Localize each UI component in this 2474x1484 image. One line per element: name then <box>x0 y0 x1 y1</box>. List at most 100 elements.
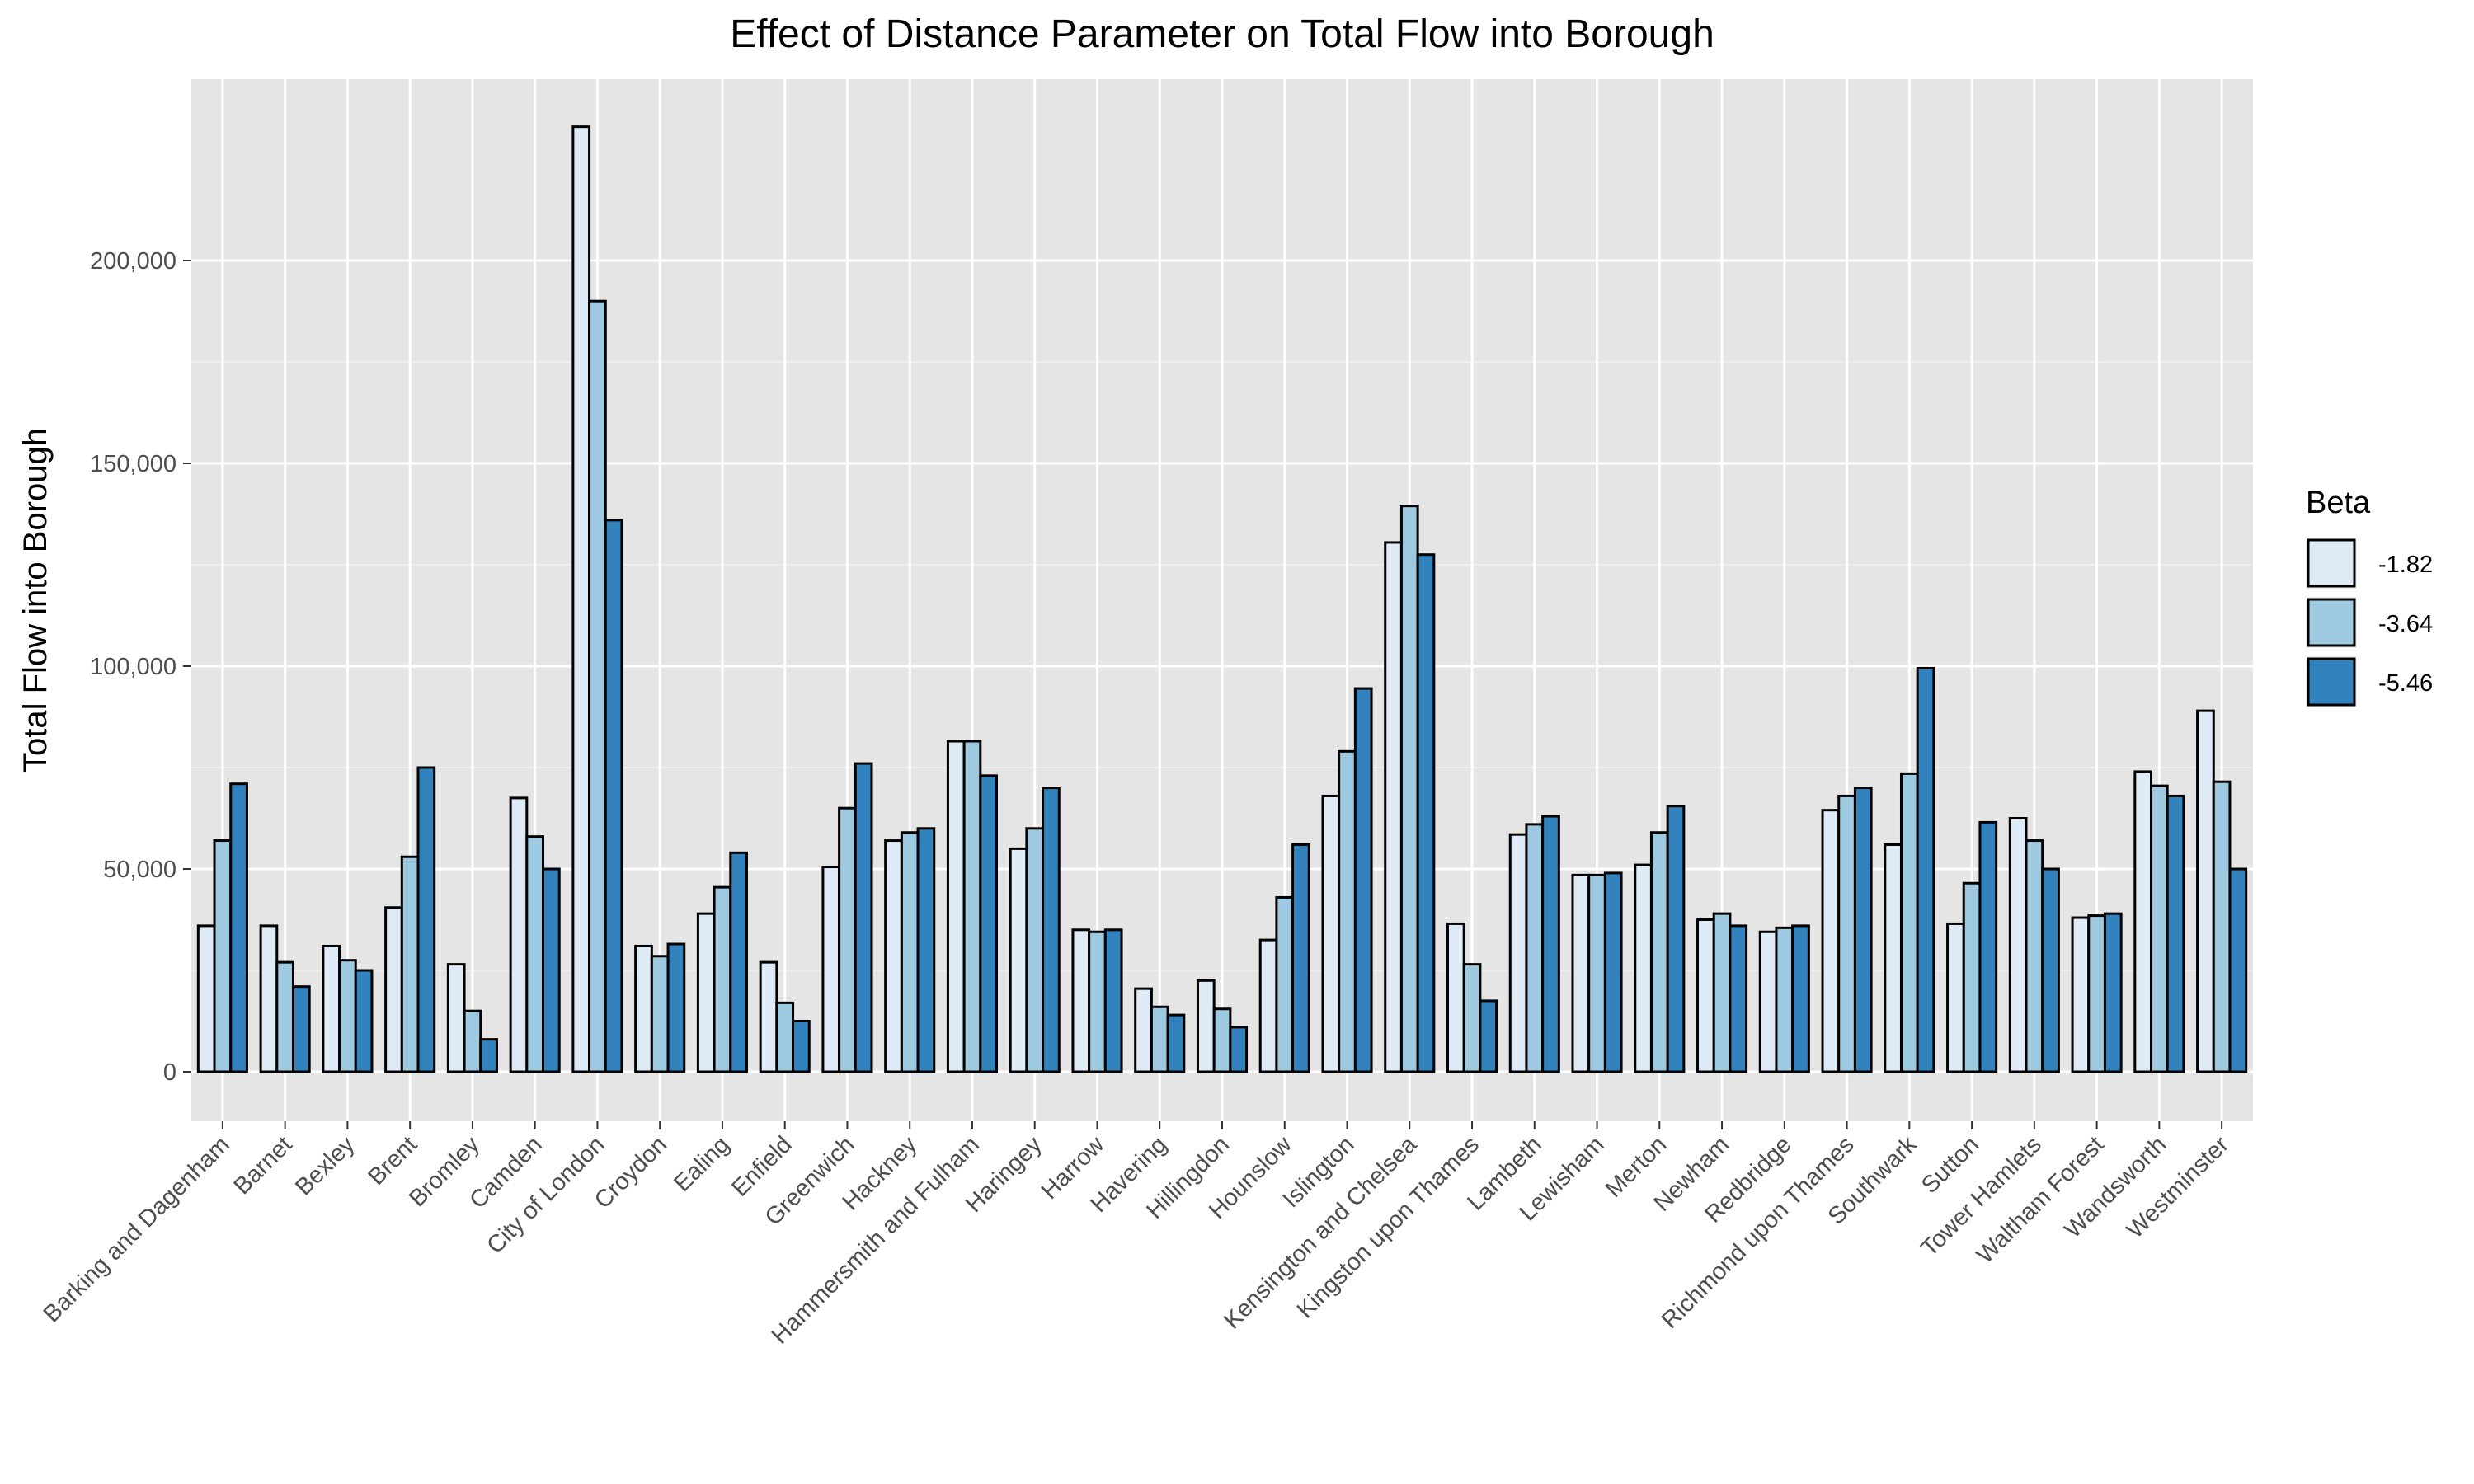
y-axis-title: Total Flow into Borough <box>17 428 54 773</box>
bar-group: Bromley (-1.82): 26500Bromley (-3.64): 1… <box>446 963 498 1073</box>
bar: Havering (-1.82): 20500 <box>1134 987 1153 1073</box>
x-tick-label: Ealing <box>669 1131 735 1197</box>
bar: Brent (-3.64): 53000 <box>400 855 420 1073</box>
bar: Greenwich (-5.46): 76000 <box>854 762 873 1073</box>
bar-group: Havering (-1.82): 20500Havering (-3.64):… <box>1134 987 1186 1073</box>
bar: Hounslow (-3.64): 43000 <box>1275 895 1295 1073</box>
bar: Croydon (-1.82): 31000 <box>634 944 653 1073</box>
bar: Hounslow (-5.46): 56000 <box>1291 843 1310 1073</box>
bar-group: Greenwich (-1.82): 50500Greenwich (-3.64… <box>821 762 873 1073</box>
bar: Bexley (-1.82): 31000 <box>322 944 341 1073</box>
bar-group: Hackney (-1.82): 57000Hackney (-3.64): 5… <box>884 827 936 1073</box>
bar: City of London (-3.64): 190000 <box>588 299 607 1073</box>
bar: Greenwich (-1.82): 50500 <box>821 866 841 1073</box>
y-tick-label: 50,000 <box>103 857 176 883</box>
bar: Westminster (-3.64): 71500 <box>2212 780 2232 1073</box>
y-axis: 0 50,000 100,000 150,000 200,000 <box>90 248 191 1086</box>
bar: Waltham Forest (-5.46): 39000 <box>2103 912 2123 1073</box>
bar-group: Kensington and Chelsea (-1.82): 130500 Ke… <box>1384 505 1436 1073</box>
bar: Harrow (-3.64): 34500 <box>1088 930 1107 1073</box>
bar: Camden (-5.46): 50000 <box>542 867 561 1073</box>
bar: Merton (-1.82): 51000 <box>1634 863 1653 1073</box>
bar: Camden (-1.82): 67500 <box>509 796 529 1073</box>
bar: Redbridge (-1.82): 34500 <box>1758 930 1778 1073</box>
bar-group: Camden (-1.82): 67500Camden (-3.64): 580… <box>509 796 561 1073</box>
bar: Havering (-3.64): 16000 <box>1150 1005 1169 1073</box>
bar: Waltham Forest (-1.82): 38000 <box>2071 916 2091 1073</box>
bar: Merton (-5.46): 65500 <box>1666 805 1686 1073</box>
bar-group: Newham (-1.82): 37500Newham (-3.64): 390… <box>1696 912 1748 1073</box>
x-tick-label: Bexley <box>290 1131 360 1201</box>
y-tick-label: 0 <box>163 1059 176 1086</box>
bar: Hammersmith and Fulham (-3.64): 81500 <box>962 740 982 1073</box>
bar: Richmond upon Thames (-1.82): 64500 <box>1821 809 1841 1073</box>
bar: Hammersmith and Fulham (-1.82): 81500 <box>946 740 966 1073</box>
bar: Islington (-3.64): 79000 <box>1338 749 1357 1073</box>
bar: Sutton (-3.64): 46500 <box>1962 881 1982 1073</box>
bar: Harrow (-5.46): 35000 <box>1103 928 1123 1073</box>
bar: Haringey (-1.82): 55000 <box>1009 847 1028 1073</box>
bar: Harrow (-1.82): 35000 <box>1071 928 1091 1073</box>
bar: Havering (-5.46): 14000 <box>1166 1013 1186 1073</box>
bar: Bexley (-3.64): 27500 <box>338 959 357 1073</box>
bar-group: Sutton (-1.82): 36500Sutton (-3.64): 465… <box>1946 820 1998 1073</box>
bar: Kensington and Chelsea (-5.46): 127500 <box>1416 553 1436 1073</box>
x-tick-label: Barking and Dagenham <box>39 1131 235 1327</box>
bar: Barnet (-1.82): 36000 <box>259 924 279 1073</box>
bar: Wandsworth (-3.64): 70500 <box>2150 784 2169 1073</box>
bar: Redbridge (-3.64): 35500 <box>1775 926 1794 1073</box>
bar-group: Enfield (-1.82): 27000Enfield (-3.64): 1… <box>759 960 811 1073</box>
bar: Richmond upon Thames (-3.64): 68000 <box>1837 794 1856 1073</box>
y-tick-label: 150,000 <box>90 451 176 477</box>
bar: Ealing (-3.64): 45500 <box>713 885 732 1073</box>
bar: City of London (-1.82): 233000 <box>571 125 591 1073</box>
bar: Redbridge (-5.46): 36000 <box>1791 924 1810 1073</box>
bar-group: Islington (-1.82): 68000Islington (-3.64… <box>1321 687 1373 1073</box>
bar: Enfield (-5.46): 12500 <box>792 1020 811 1073</box>
bar: Greenwich (-3.64): 65000 <box>838 806 857 1073</box>
bar: Lambeth (-3.64): 61000 <box>1525 823 1545 1073</box>
bar: Lewisham (-1.82): 48500 <box>1571 873 1591 1073</box>
bar-group: Hammersmith and Fulham (-1.82): 81500Ham… <box>946 740 999 1073</box>
bar-groups: Barking and Dagenham (-1.82): 36000Barki… <box>196 125 2248 1073</box>
bar-group: Redbridge (-1.82): 34500Redbridge (-3.64… <box>1758 924 1810 1073</box>
bar: Hillingdon (-1.82): 22500 <box>1196 979 1216 1073</box>
bar-group: Hillingdon (-1.82): 22500Hillingdon (-3.… <box>1196 979 1249 1073</box>
bar: Tower Hamlets (-5.46): 50000 <box>2041 867 2060 1073</box>
bar: Kensington and Chelsea (-1.82): 130500 <box>1384 541 1403 1073</box>
bar: Wandsworth (-5.46): 68000 <box>2166 794 2185 1073</box>
bar: Hounslow (-1.82): 32500 <box>1258 938 1278 1073</box>
bar: Kingston upon Thames (-5.46): 17500 <box>1479 999 1498 1073</box>
bar: City of London (-5.46): 136000 <box>604 519 623 1073</box>
bar: Westminster (-1.82): 89000 <box>2196 709 2215 1073</box>
bar: Bromley (-1.82): 26500 <box>446 963 466 1073</box>
legend-swatch <box>2307 657 2356 707</box>
legend-title: Beta <box>2306 486 2371 520</box>
bar: Hackney (-1.82): 57000 <box>884 839 903 1073</box>
bar-group: Richmond upon Thames (-1.82): 64500Richm… <box>1821 787 1873 1073</box>
bar: Bromley (-3.64): 15000 <box>463 1009 482 1073</box>
bar-group: Lambeth (-1.82): 58500Lambeth (-3.64): 6… <box>1508 815 1560 1073</box>
bar: Newham (-1.82): 37500 <box>1696 918 1715 1073</box>
bar-group: Croydon (-1.82): 31000Croydon (-3.64): 2… <box>634 942 686 1073</box>
bar-group: Southwark (-1.82): 56000Southwark (-3.64… <box>1884 666 1935 1073</box>
bar-group: Westminster (-1.82): 89000Westminster (-… <box>2196 709 2248 1073</box>
bar: Brent (-1.82): 40500 <box>384 906 403 1073</box>
bar-group: Tower Hamlets (-1.82): 62500Tower Hamlet… <box>2008 817 2060 1073</box>
bar: Bexley (-5.46): 25000 <box>354 969 374 1073</box>
bar: Croydon (-3.64): 28500 <box>650 955 670 1073</box>
bar: Islington (-1.82): 68000 <box>1321 794 1341 1073</box>
legend-swatch <box>2307 538 2356 588</box>
plot-panel <box>191 79 2253 1121</box>
bar-group: Hounslow (-1.82): 32500Hounslow (-3.64):… <box>1258 843 1310 1073</box>
bar-group: Haringey (-1.82): 55000Haringey (-3.64):… <box>1009 787 1061 1073</box>
bar: Westminster (-5.46): 50000 <box>2228 867 2248 1073</box>
bar: Lambeth (-1.82): 58500 <box>1508 833 1528 1073</box>
bar-group: Barking and Dagenham (-1.82): 36000Barki… <box>196 782 248 1073</box>
bar: Lewisham (-5.46): 49000 <box>1603 871 1623 1073</box>
x-tick-label: Barnet <box>229 1131 298 1200</box>
bar: Enfield (-3.64): 17000 <box>775 1001 795 1073</box>
bar-group: Brent (-1.82): 40500Brent (-3.64): 53000… <box>384 766 436 1073</box>
bar: Southwark (-3.64): 73500 <box>1899 772 1919 1073</box>
